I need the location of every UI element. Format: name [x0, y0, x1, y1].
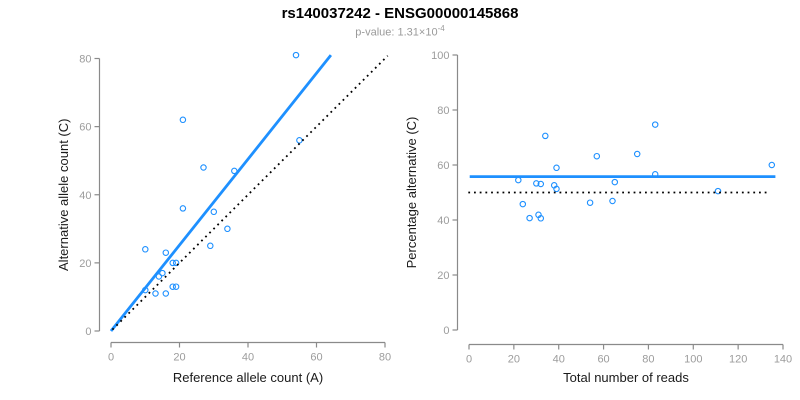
data-point — [526, 214, 533, 222]
y-tick-label: 40 — [437, 215, 449, 227]
data-point — [515, 176, 522, 184]
data-point — [553, 185, 560, 193]
x-tick-label: 40 — [553, 354, 565, 366]
data-point — [142, 246, 149, 253]
data-point — [537, 180, 545, 188]
y-tick-label: 0 — [443, 325, 449, 337]
data-point — [533, 180, 540, 187]
data-point — [651, 121, 659, 128]
scatter-plot-percentage: 0 20 40 60 80 100 0 20 40 60 80 100 120 140 Total numb… — [404, 50, 792, 385]
x-tick-label: 20 — [173, 352, 185, 364]
identity-line — [111, 55, 389, 331]
data-point — [179, 205, 187, 212]
data-point — [162, 290, 170, 297]
data-point — [169, 283, 176, 290]
y-tick-label: 80 — [437, 105, 449, 117]
data-point — [169, 259, 176, 267]
data-point — [172, 283, 180, 290]
data-point — [162, 249, 170, 256]
data-point — [207, 242, 214, 250]
y-tick-label: 20 — [79, 258, 91, 270]
x-axis-title: Reference allele count (A) — [173, 370, 323, 385]
data-point — [179, 116, 187, 124]
x-tick-label: 60 — [597, 354, 609, 366]
data-point — [609, 197, 616, 205]
x-tick-label: 0 — [108, 352, 114, 364]
data-point — [768, 161, 776, 169]
data-point — [519, 200, 527, 208]
data-point — [172, 259, 180, 267]
data-point — [542, 132, 549, 140]
data-point — [553, 164, 560, 172]
data-point — [586, 199, 594, 206]
y-axis-title: Percentage alternative (C) — [404, 117, 419, 269]
x-tick-label: 40 — [242, 352, 254, 364]
y-tick-label: 20 — [437, 270, 449, 282]
y-axis-title: Alternative allele count (C) — [56, 119, 71, 271]
pvalue-subtitle: p-value: 1.31×10-4 — [0, 24, 800, 39]
y-tick-label: 80 — [79, 54, 91, 66]
x-tick-label: 100 — [684, 354, 702, 366]
regression-line — [109, 54, 332, 332]
data-point — [714, 187, 722, 195]
data-point — [292, 51, 300, 59]
x-tick-label: 20 — [508, 354, 520, 366]
x-tick-label: 60 — [310, 352, 322, 364]
x-axis-title: Total number of reads — [563, 370, 689, 385]
pvalue-exponent: -4 — [437, 24, 445, 33]
data-point — [633, 150, 641, 158]
y-tick-label: 60 — [79, 122, 91, 134]
x-tick-label: 80 — [379, 352, 391, 364]
y-tick-label: 60 — [437, 160, 449, 172]
x-tick-label: 80 — [642, 354, 654, 366]
y-tick-label: 40 — [79, 190, 91, 202]
y-tick-label: 0 — [85, 326, 91, 338]
page-title: rs140037242 - ENSG00000145868 — [281, 5, 519, 22]
data-point — [593, 152, 601, 160]
y-tick-label: 100 — [431, 50, 449, 62]
data-point — [537, 215, 545, 222]
data-point — [159, 269, 166, 277]
data-point — [200, 164, 207, 171]
scatter-plot-counts: 0 20 40 60 80 0 20 40 60 80 Reference allele count… — [56, 51, 391, 385]
x-tick-label: 0 — [466, 354, 472, 366]
x-tick-label: 140 — [774, 354, 792, 366]
pvalue-text: p-value: 1.31×10 — [355, 26, 438, 39]
data-point — [296, 137, 303, 144]
data-point — [210, 208, 218, 216]
data-point — [611, 178, 619, 186]
x-tick-label: 120 — [729, 354, 747, 366]
data-point — [152, 290, 159, 297]
data-point — [224, 225, 231, 233]
